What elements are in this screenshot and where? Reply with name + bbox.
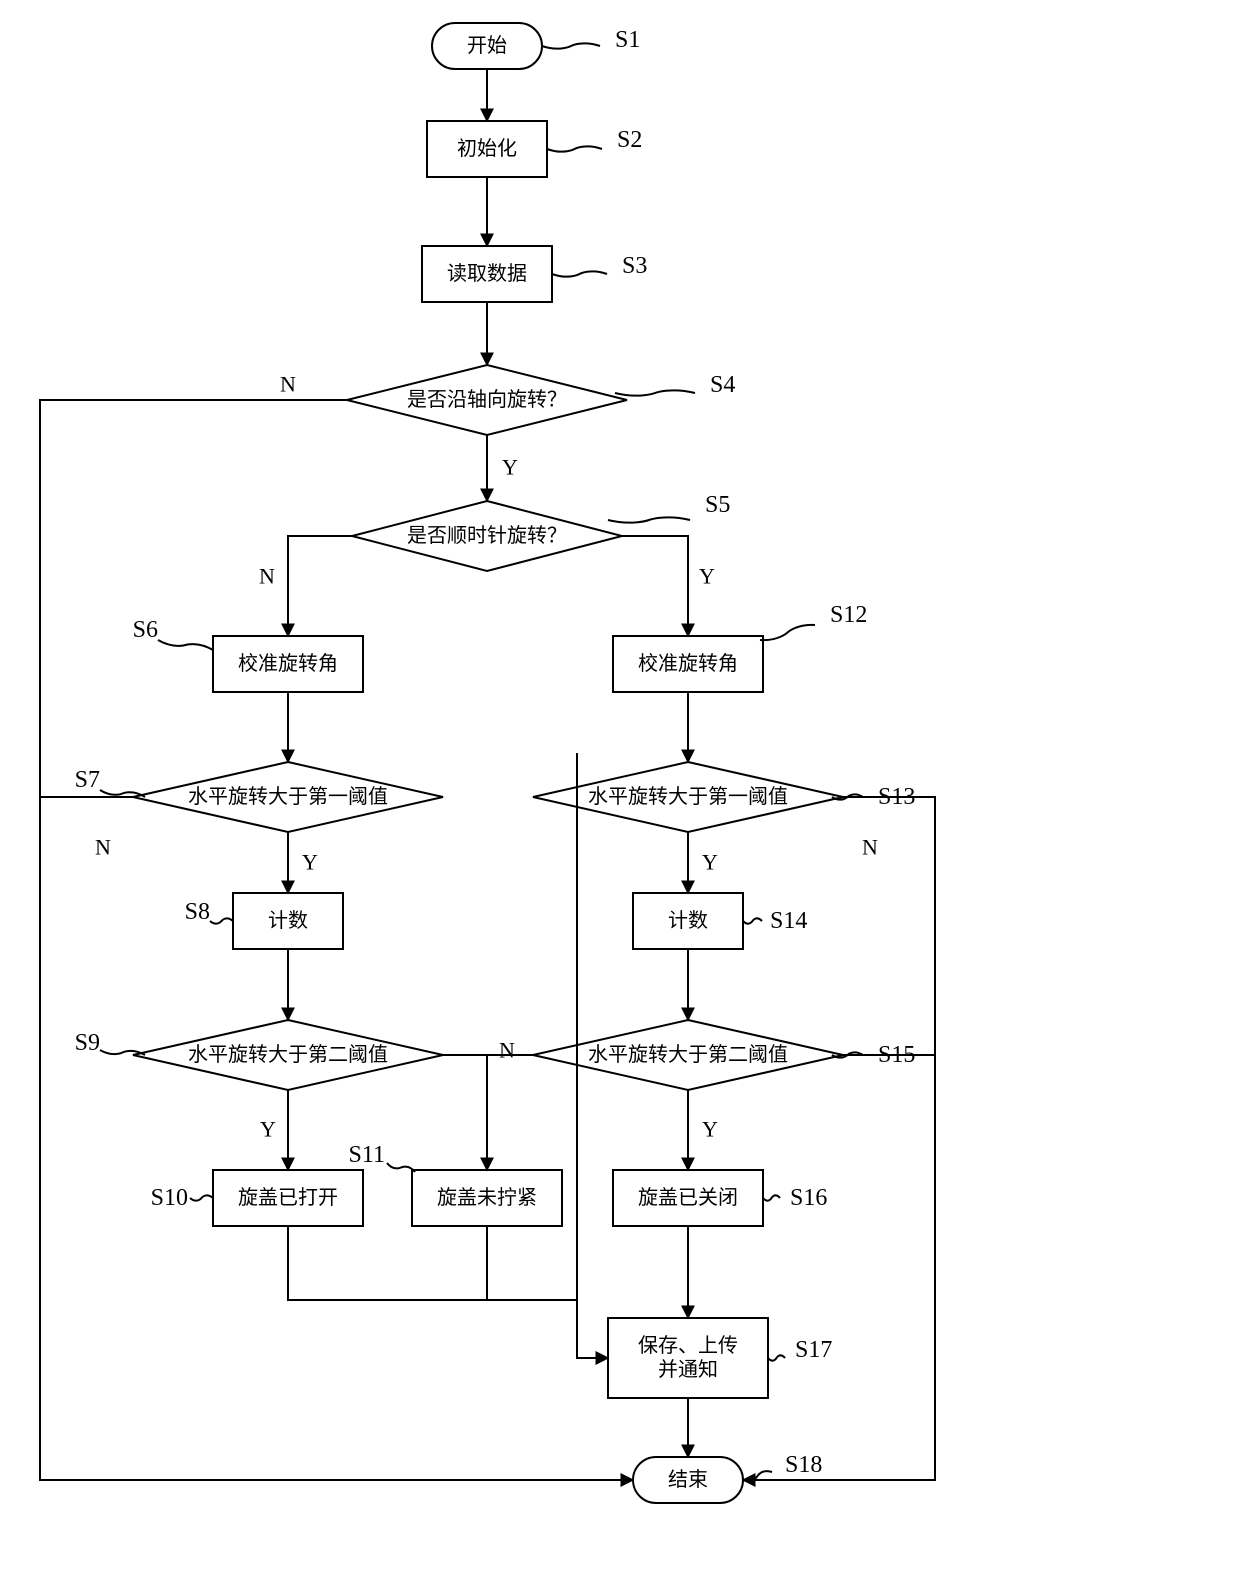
leader-S17 (768, 1355, 785, 1360)
step-label-S4: S4 (710, 372, 735, 398)
node-label: 保存、上传 (638, 1334, 738, 1357)
node-label: 旋盖已打开 (238, 1186, 338, 1209)
step-label-S8: S8 (185, 899, 210, 925)
node-label: 水平旋转大于第二阈值 (588, 1043, 788, 1066)
node-S3: 读取数据 (422, 246, 552, 302)
node-label: 开始 (467, 34, 507, 57)
leader-S8 (210, 918, 233, 923)
node-label: 计数 (268, 909, 308, 932)
edge (288, 1226, 577, 1300)
edge-label: Y (502, 455, 518, 480)
leader-S16 (763, 1195, 780, 1200)
leader-S6 (158, 640, 213, 650)
node-S14: 计数 (633, 893, 743, 949)
leader-S4 (615, 390, 695, 395)
node-S2: 初始化 (427, 121, 547, 177)
node-label: 是否沿轴向旋转？ (407, 388, 567, 411)
step-label-S5: S5 (705, 492, 730, 518)
flowchart-canvas: Y N Y Y Y Y Y N N N N 开始初始化读取数据是否沿轴向旋转？ 是否顺时针旋转？ 校准旋转… (0, 0, 1240, 1577)
node-S11: 旋盖未拧紧 (412, 1170, 562, 1226)
node-label: 结束 (668, 1468, 708, 1491)
step-label-S15: S15 (878, 1042, 915, 1068)
step-label-S2: S2 (617, 127, 642, 153)
step-label-S13: S13 (878, 784, 915, 810)
node-label: 校准旋转角 (238, 652, 338, 675)
node-label: 旋盖已关闭 (638, 1186, 738, 1209)
step-label-S3: S3 (622, 253, 647, 279)
node-label: 是否顺时针旋转？ (407, 524, 567, 547)
node-label: 水平旋转大于第一阈值 (188, 785, 388, 808)
step-label-S14: S14 (770, 908, 807, 934)
node-S7: 水平旋转大于第一阈值 (133, 762, 443, 832)
step-label-S6: S6 (133, 617, 158, 643)
step-label-S9: S9 (75, 1030, 100, 1056)
edge-label: N (259, 564, 275, 589)
node-S17: 保存、上传并通知 (608, 1318, 768, 1398)
edge (40, 400, 633, 1480)
node-label: 并通知 (658, 1358, 718, 1381)
node-label: 读取数据 (447, 262, 527, 285)
edge-label: Y (260, 1117, 276, 1142)
edge-label: N (862, 835, 878, 860)
edge-label: N (499, 1038, 515, 1063)
node-S13: 水平旋转大于第一阈值 (533, 762, 843, 832)
leader-S3 (552, 271, 607, 276)
step-label-S1: S1 (615, 27, 640, 53)
edge (622, 536, 688, 636)
leader-S5 (608, 517, 690, 522)
leader-S11 (387, 1163, 415, 1172)
leader-S14 (743, 918, 762, 923)
node-label: 初始化 (457, 137, 517, 160)
edge-label: Y (699, 564, 715, 589)
node-label: 旋盖未拧紧 (437, 1186, 537, 1209)
edge (743, 797, 935, 1480)
edge-label: Y (702, 850, 718, 875)
node-label: 水平旋转大于第一阈值 (588, 785, 788, 808)
edge-label: Y (302, 850, 318, 875)
step-label-S12: S12 (830, 602, 867, 628)
step-label-S17: S17 (795, 1337, 832, 1363)
node-S18: 结束 (633, 1457, 743, 1503)
step-label-S11: S11 (349, 1142, 385, 1168)
node-S9: 水平旋转大于第二阈值 (133, 1020, 443, 1090)
leader-S1 (542, 43, 600, 48)
edge-label: N (95, 835, 111, 860)
node-label: 校准旋转角 (638, 652, 738, 675)
leader-S10 (190, 1195, 213, 1200)
node-S15: 水平旋转大于第二阈值 (533, 1020, 843, 1090)
node-S16: 旋盖已关闭 (613, 1170, 763, 1226)
node-S1: 开始 (432, 23, 542, 69)
edge (288, 536, 352, 636)
edge (443, 1055, 487, 1170)
node-S10: 旋盖已打开 (213, 1170, 363, 1226)
node-label: 计数 (668, 909, 708, 932)
node-S8: 计数 (233, 893, 343, 949)
leader-S2 (547, 146, 602, 151)
step-label-S10: S10 (151, 1185, 188, 1211)
node-S5: 是否顺时针旋转？ (352, 501, 622, 571)
node-label: 水平旋转大于第二阈值 (188, 1043, 388, 1066)
edge-label: N (280, 372, 296, 397)
step-label-S7: S7 (75, 767, 100, 793)
leader-S12 (760, 625, 815, 640)
step-label-S16: S16 (790, 1185, 827, 1211)
edge-label: Y (702, 1117, 718, 1142)
node-S6: 校准旋转角 (213, 636, 363, 692)
node-S12: 校准旋转角 (613, 636, 763, 692)
node-S4: 是否沿轴向旋转？ (347, 365, 627, 435)
step-label-S18: S18 (785, 1452, 822, 1478)
